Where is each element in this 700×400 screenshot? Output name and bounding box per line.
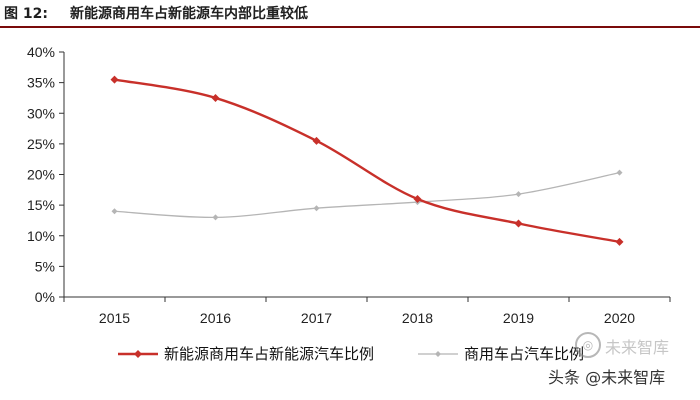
title-divider — [0, 26, 700, 28]
series-line — [114, 172, 620, 219]
data-point — [312, 136, 321, 145]
x-tick-labels: 2015 2016 2017 2018 2019 2020 — [99, 310, 635, 326]
watermark-text: 头条 @未来智库 — [548, 368, 666, 387]
data-point — [110, 75, 119, 84]
legend-item-1: 新能源商用车占新能源汽车比例 — [118, 345, 374, 363]
x-tick-label: 2018 — [402, 310, 433, 326]
data-point — [515, 191, 522, 198]
figure-title-text: 新能源商用车占新能源车内部比重较低 — [70, 6, 308, 22]
y-tick-label: 35% — [27, 75, 55, 91]
legend: 新能源商用车占新能源汽车比例 商用车占汽车比例 — [118, 345, 584, 363]
legend-swatch-marker — [435, 351, 441, 357]
figure-label: 图 12: — [4, 6, 48, 22]
series-layer — [110, 75, 624, 246]
watermark-faded-text: 未来智库 — [605, 338, 670, 357]
data-point — [413, 195, 422, 203]
y-tick-label: 30% — [27, 105, 55, 121]
series-1 — [110, 75, 624, 246]
x-tick-label: 2015 — [99, 310, 130, 326]
y-tick-label: 25% — [27, 136, 55, 152]
series-2 — [111, 169, 623, 221]
y-tick-label: 0% — [35, 289, 55, 305]
watermark-logo-icon: ◎ — [575, 332, 601, 358]
y-tick-label: 15% — [27, 197, 55, 213]
x-tick-label: 2017 — [301, 310, 332, 326]
y-tick-labels: 0% 5% 10% 15% 20% 25% 30% 35% 40% — [27, 44, 55, 305]
series-line — [114, 78, 620, 244]
data-point — [211, 93, 220, 102]
x-tick-label: 2020 — [604, 310, 635, 326]
x-tick-label: 2019 — [503, 310, 534, 326]
chart-axes — [59, 51, 671, 302]
data-point — [212, 214, 219, 221]
x-tick-label: 2016 — [200, 310, 231, 326]
data-point — [514, 219, 523, 228]
y-tick-label: 5% — [35, 258, 55, 274]
legend-label: 商用车占汽车比例 — [464, 345, 584, 363]
data-point — [111, 208, 118, 215]
data-point — [313, 205, 320, 212]
y-tick-label: 10% — [27, 228, 55, 244]
legend-item-2: 商用车占汽车比例 — [418, 345, 584, 363]
data-point — [616, 169, 623, 176]
legend-label: 新能源商用车占新能源汽车比例 — [164, 345, 374, 363]
data-point — [615, 237, 624, 246]
figure-title: 图 12: 新能源商用车占新能源车内部比重较低 — [0, 0, 700, 24]
y-tick-label: 40% — [27, 44, 55, 60]
y-tick-label: 20% — [27, 167, 55, 183]
legend-swatch-marker — [134, 350, 142, 358]
